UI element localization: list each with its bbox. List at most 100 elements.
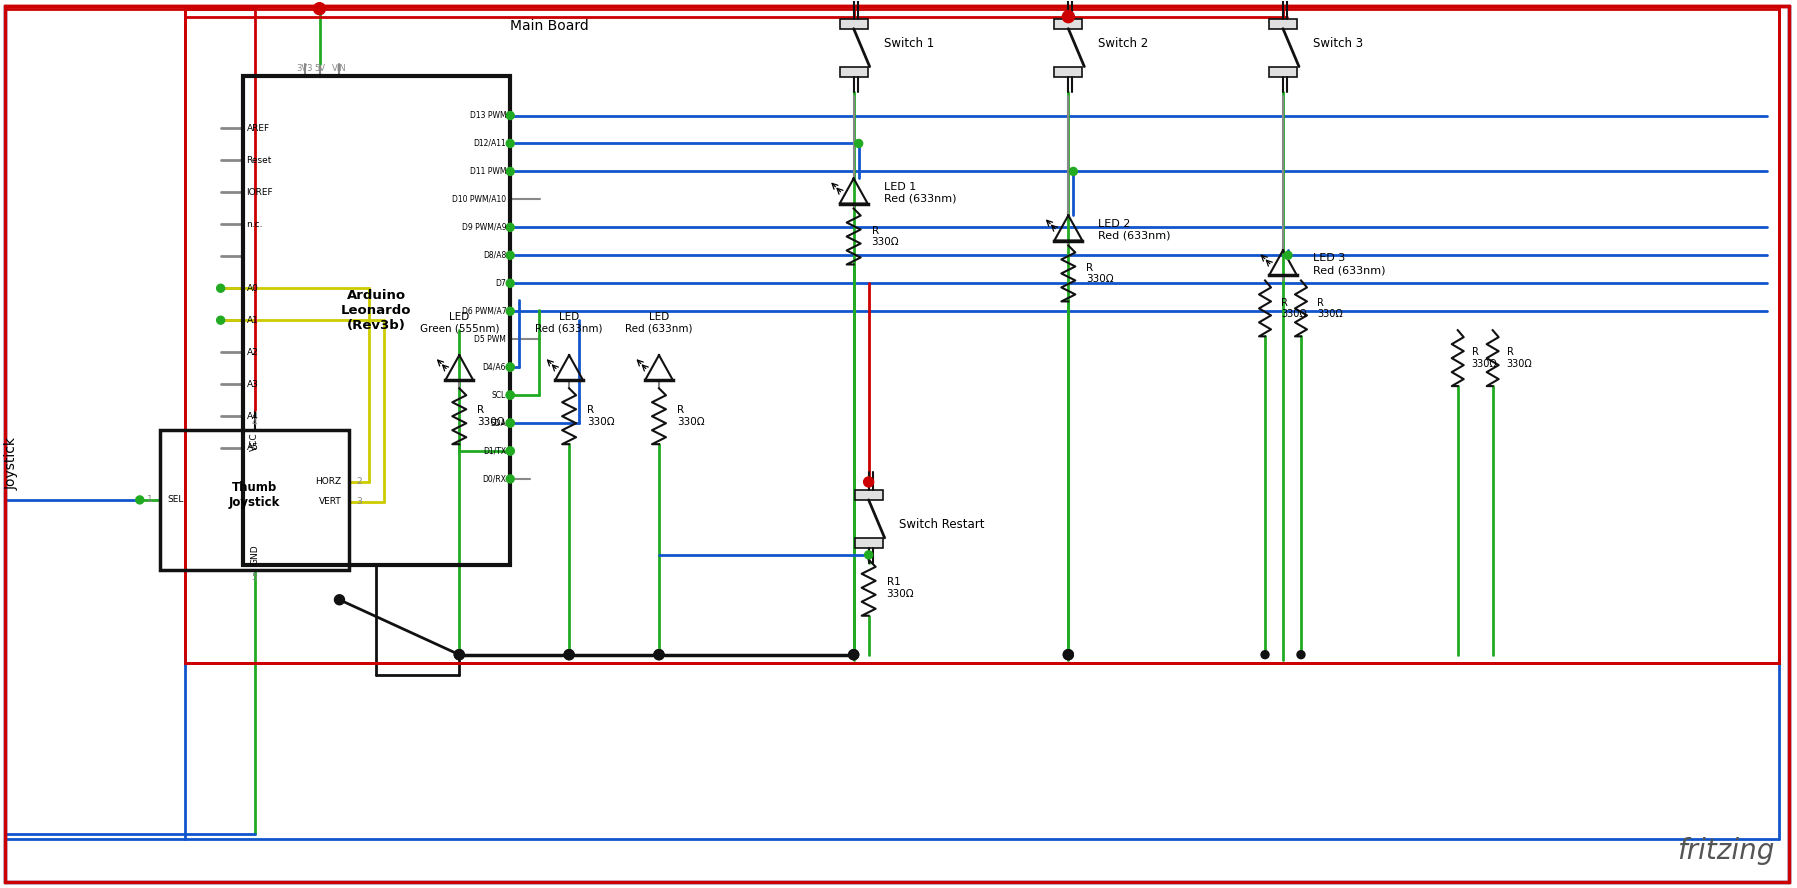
Text: D1/TX: D1/TX [483,447,507,456]
Text: A5: A5 [246,443,259,453]
Circle shape [507,447,514,455]
Text: D6 PWM/A7: D6 PWM/A7 [462,306,507,316]
Text: fritzing: fritzing [1677,837,1775,866]
Text: D8/A8: D8/A8 [483,250,507,260]
Circle shape [507,363,514,371]
Text: Thumb
Joystick: Thumb Joystick [228,481,280,509]
Circle shape [507,419,514,427]
Circle shape [507,307,514,315]
Circle shape [507,251,514,259]
Text: n.c.: n.c. [246,220,262,229]
Text: Arduino
Leonardo
(Rev3b): Arduino Leonardo (Rev3b) [341,289,412,332]
Circle shape [137,496,144,503]
Text: LED
Red (633nm): LED Red (633nm) [536,312,602,333]
Text: Switch Restart: Switch Restart [898,519,985,531]
Text: R
330Ω: R 330Ω [1506,347,1533,369]
Text: LED 1
Red (633nm): LED 1 Red (633nm) [884,181,956,203]
Text: LED
Green (555nm): LED Green (555nm) [419,312,500,333]
Circle shape [507,391,514,399]
Text: R1
330Ω: R1 330Ω [886,577,915,599]
Text: D5 PWM: D5 PWM [474,335,507,344]
Circle shape [1261,651,1269,659]
Circle shape [313,3,325,15]
Circle shape [507,224,514,232]
Text: VCC: VCC [250,432,259,451]
Text: R
330Ω: R 330Ω [1281,297,1306,319]
Circle shape [507,419,514,427]
Text: VERT: VERT [318,497,341,506]
Text: D10 PWM/A10: D10 PWM/A10 [453,194,507,204]
Bar [1269,19,1297,28]
Text: D9 PWM/A9: D9 PWM/A9 [462,223,507,232]
Bar [243,75,510,565]
Circle shape [848,650,859,660]
Bar [839,19,868,28]
Circle shape [1062,11,1075,23]
Text: 2: 2 [356,478,363,487]
Text: R
330Ω: R 330Ω [478,406,505,427]
Text: LED 3
Red (633nm): LED 3 Red (633nm) [1314,253,1385,275]
Text: GND: GND [250,544,259,565]
Circle shape [654,650,663,660]
Text: A4: A4 [246,411,259,421]
Circle shape [507,447,514,455]
Bar [839,67,868,76]
Circle shape [507,168,514,176]
Circle shape [1285,251,1292,259]
Text: R
330Ω: R 330Ω [1472,347,1497,369]
Circle shape [1069,168,1078,176]
Circle shape [507,391,514,399]
Circle shape [864,477,873,487]
Text: 3V3: 3V3 [297,64,313,73]
Text: SEL: SEL [167,496,183,504]
Bar [1055,67,1082,76]
Text: Reset: Reset [246,156,271,165]
Bar [1269,67,1297,76]
Circle shape [848,650,859,660]
Text: 4: 4 [252,417,257,426]
Bar [855,490,882,500]
Text: D11 PWM: D11 PWM [469,167,507,176]
Circle shape [507,475,514,483]
Text: R
330Ω: R 330Ω [677,406,704,427]
Text: IOREF: IOREF [246,188,273,197]
Text: 5: 5 [252,574,257,583]
Circle shape [507,279,514,287]
Circle shape [455,650,464,660]
Text: R
330Ω: R 330Ω [1087,263,1114,284]
Text: R
330Ω: R 330Ω [1317,297,1342,319]
Circle shape [855,139,863,147]
Text: VIN: VIN [332,64,347,73]
Text: 1: 1 [147,496,153,504]
Bar [855,538,882,548]
Text: A0: A0 [246,284,259,293]
Circle shape [455,650,464,660]
Text: D7: D7 [496,279,507,288]
Bar [1055,19,1082,28]
Text: Switch 1: Switch 1 [884,37,934,50]
Text: AREF: AREF [246,124,270,133]
Text: A2: A2 [246,347,259,357]
Text: LED 2
Red (633nm): LED 2 Red (633nm) [1098,218,1172,240]
Text: SCL: SCL [492,391,507,400]
Circle shape [334,595,345,605]
Text: Switch 2: Switch 2 [1098,37,1148,50]
Text: 3: 3 [356,497,363,506]
Text: Joystick: Joystick [5,437,20,490]
Text: Switch 3: Switch 3 [1314,37,1364,50]
Circle shape [1064,650,1073,660]
Text: D4/A6: D4/A6 [483,362,507,371]
Text: LED
Red (633nm): LED Red (633nm) [625,312,692,333]
Text: D0/RX: D0/RX [482,474,507,483]
Text: HORZ: HORZ [314,478,341,487]
Circle shape [864,551,873,559]
Text: A1: A1 [246,316,259,325]
Circle shape [507,139,514,147]
Bar [185,9,1779,662]
Circle shape [217,316,225,324]
Text: R
330Ω: R 330Ω [872,226,898,248]
Text: D13 PWM: D13 PWM [469,111,507,120]
Text: SDA: SDA [491,418,507,427]
Text: R
330Ω: R 330Ω [588,406,615,427]
Circle shape [564,650,573,660]
